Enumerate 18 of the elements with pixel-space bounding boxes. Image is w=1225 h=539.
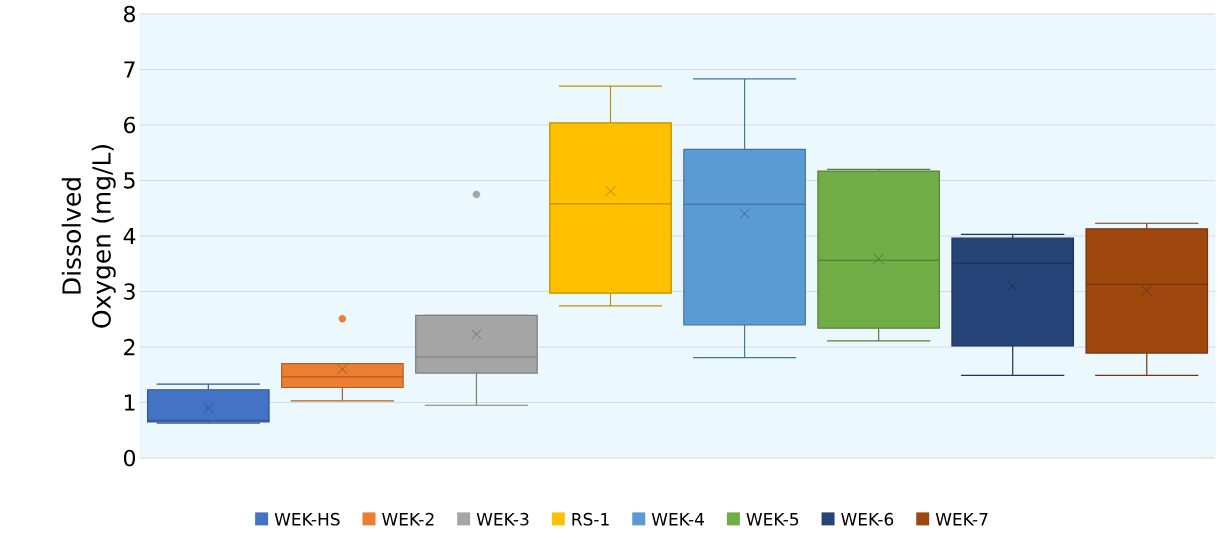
y-tick-label: 8 bbox=[124, 5, 135, 23]
y-tick-label: 4 bbox=[123, 228, 136, 244]
y-tick-label: 1 bbox=[124, 394, 135, 411]
y-tick-label: 7 bbox=[124, 61, 135, 78]
legend-label: WEK-6 bbox=[841, 512, 894, 526]
legend-label: WEK-5 bbox=[746, 513, 799, 526]
y-tick-label: 5 bbox=[124, 172, 135, 189]
legend-label: WEK-3 bbox=[476, 512, 529, 526]
y-tick-label: 0 bbox=[123, 449, 136, 467]
legend-label: WEK-4 bbox=[651, 513, 704, 526]
y-tick-label: 3 bbox=[124, 283, 135, 300]
y-tick-label: 2 bbox=[124, 338, 135, 356]
y-axis-title: Dissolved Oxygen (mg/L) bbox=[61, 145, 116, 328]
legend-label: WEK-2 bbox=[382, 512, 434, 526]
legend-label: WEK-7 bbox=[935, 513, 988, 526]
legend-label: RS-1 bbox=[572, 512, 609, 526]
y-tick-label: 6 bbox=[124, 116, 136, 134]
legend-label: WEK-HS bbox=[274, 512, 340, 526]
